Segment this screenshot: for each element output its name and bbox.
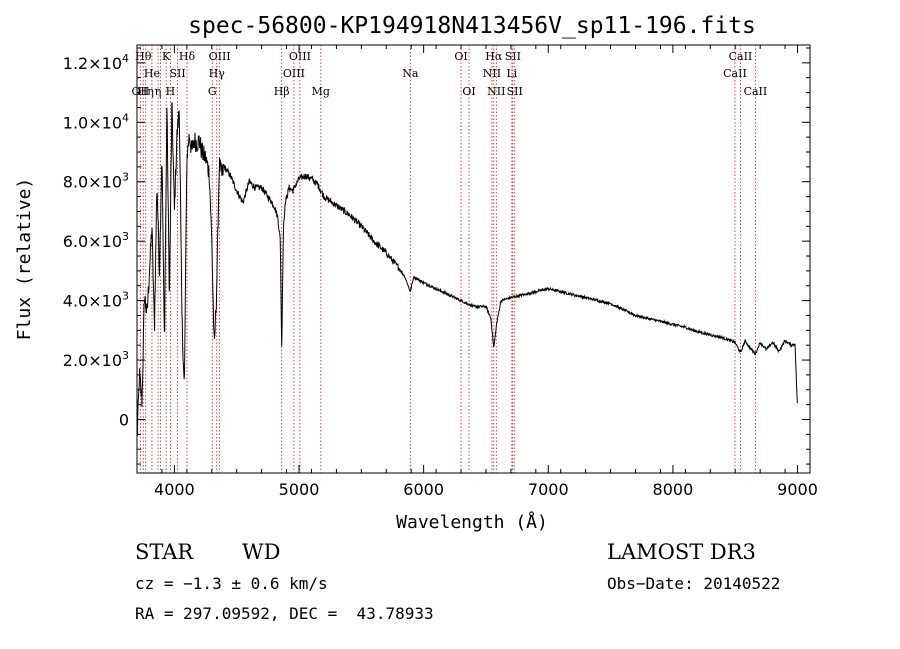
object-class: STAR <box>135 540 194 564</box>
line-label: CaII <box>723 67 747 80</box>
plot-frame <box>136 44 811 474</box>
object-subclass: WD <box>242 540 281 564</box>
line-label: Hα <box>485 50 503 63</box>
y-tick-mantissa: 6.0×10 <box>63 232 122 251</box>
redshift-cz: cz = −1.3 ± 0.6 km/s <box>135 574 328 593</box>
x-tick-label: 6000 <box>403 480 444 499</box>
line-label: Na <box>402 67 419 80</box>
line-label: Hγ <box>209 67 226 80</box>
line-label: OII <box>132 85 150 98</box>
y-tick-label: 1.0×104 <box>63 111 129 132</box>
line-label: OIII <box>209 50 231 63</box>
line-label: OI <box>454 50 467 63</box>
spectrum-chart: spec-56800-KP194918N413456V_sp11-196.fit… <box>14 13 818 533</box>
line-label: OIII <box>289 50 311 63</box>
y-tick-label: 6.0×103 <box>63 230 129 251</box>
survey-name: LAMOST DR3 <box>607 540 756 564</box>
x-tick-label: 5000 <box>279 480 320 499</box>
line-label: Mg <box>312 85 330 98</box>
y-tick-mantissa: 4.0×10 <box>63 292 122 311</box>
flux-series-line <box>136 102 798 438</box>
y-tick-exponent: 4 <box>122 111 129 124</box>
line-label: OIII <box>283 67 305 80</box>
x-tick-label: 8000 <box>653 480 694 499</box>
y-tick-label: 2.0×103 <box>63 349 129 370</box>
y-tick-exponent: 3 <box>122 230 129 243</box>
line-label: Hθ <box>135 50 152 63</box>
x-tick-label: 7000 <box>528 480 569 499</box>
line-label: H <box>166 85 176 98</box>
line-label: SII <box>505 50 521 63</box>
line-label: NII <box>483 67 501 80</box>
line-label: G <box>208 85 217 98</box>
y-tick-label: 8.0×103 <box>63 171 129 192</box>
line-label: SII <box>507 85 523 98</box>
line-label: NII <box>487 85 505 98</box>
y-axis-label: Flux (relative) <box>14 178 35 341</box>
line-label: Hβ <box>274 85 290 98</box>
y-tick-mantissa: 1.2×10 <box>63 54 122 73</box>
line-label: CaII <box>744 85 768 98</box>
line-label: K <box>162 50 171 63</box>
chart-title: spec-56800-KP194918N413456V_sp11-196.fit… <box>188 13 756 39</box>
y-tick-mantissa: 0 <box>119 411 129 430</box>
y-tick-mantissa: 8.0×10 <box>63 173 122 192</box>
y-tick-label: 0 <box>119 411 129 430</box>
line-label: η <box>155 85 162 98</box>
y-tick-mantissa: 2.0×10 <box>63 351 122 370</box>
y-tick-exponent: 4 <box>122 52 129 65</box>
y-tick-label: 1.2×104 <box>63 52 129 73</box>
y-tick-mantissa: 1.0×10 <box>63 113 122 132</box>
line-label: Hη <box>138 85 154 98</box>
x-axis-label: Wavelength (Å) <box>396 511 548 533</box>
y-tick-label: 4.0×103 <box>63 290 129 311</box>
line-label: Hδ <box>179 50 196 63</box>
line-markers: OII Hθ Hη He η K H SII Hδ G Hγ OIII Hβ OIII OIII Mg Na OI… <box>132 45 768 473</box>
axis-ticks: 4000 5000 6000 7000 8000 900002.0×1034.0×1036… <box>63 45 818 499</box>
x-tick-label: 4000 <box>154 480 195 499</box>
observation-date: Obs−Date: 20140522 <box>607 574 781 593</box>
y-tick-exponent: 3 <box>122 349 129 362</box>
y-tick-exponent: 3 <box>122 171 129 184</box>
line-label: He <box>144 67 160 80</box>
line-label: OI <box>462 85 475 98</box>
line-label: Li <box>506 67 517 80</box>
ra-dec: RA = 297.09592, DEC = 43.78933 <box>135 604 434 623</box>
line-label: SII <box>170 67 186 80</box>
line-label: CaII <box>729 50 753 63</box>
y-tick-exponent: 3 <box>122 290 129 303</box>
x-tick-label: 9000 <box>777 480 818 499</box>
